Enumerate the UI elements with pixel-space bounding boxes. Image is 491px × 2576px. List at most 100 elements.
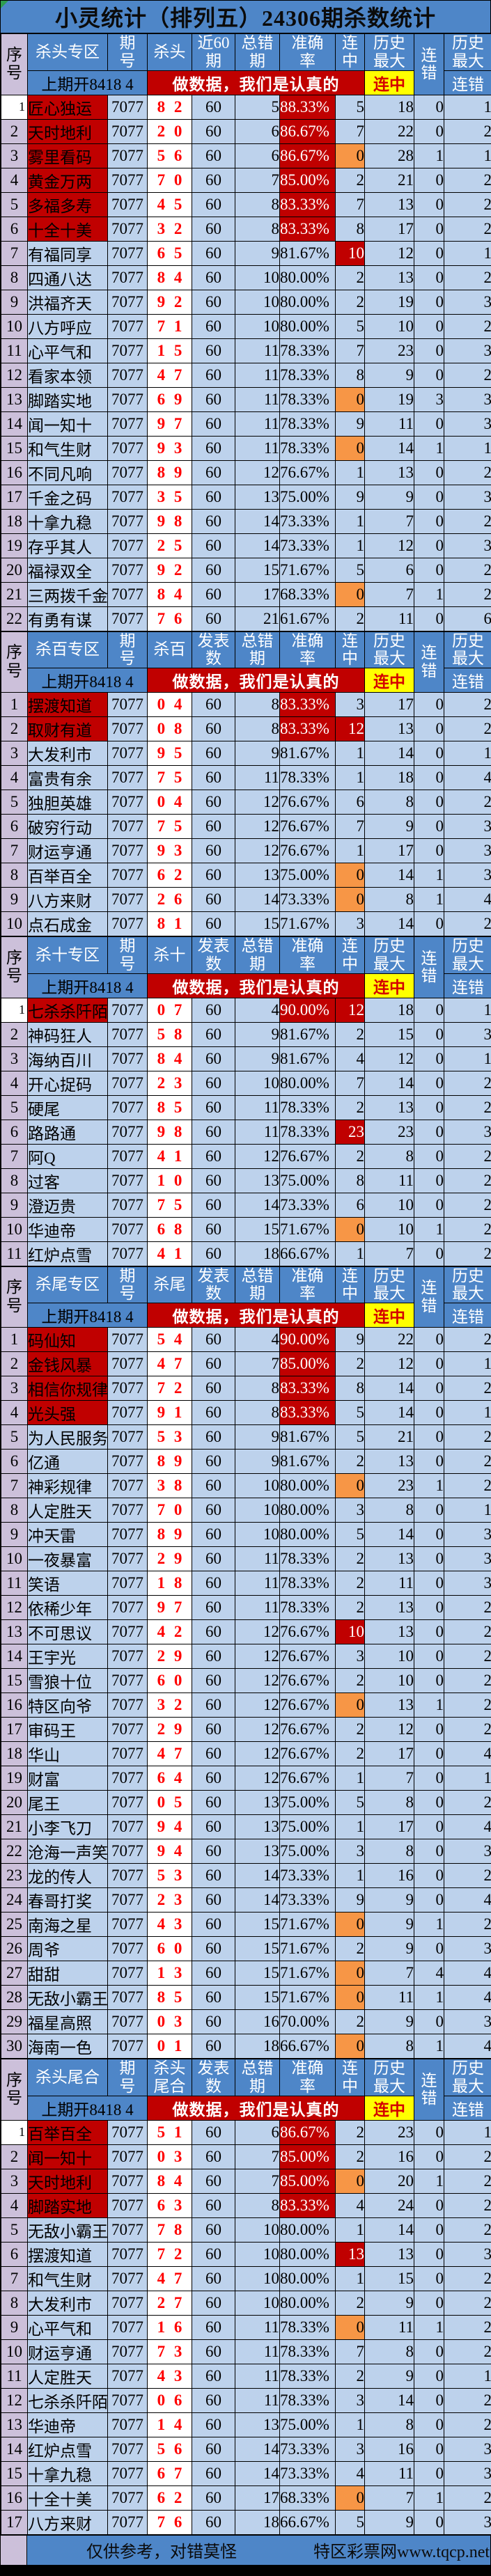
cell-accuracy[interactable]: 78.33% [279, 1595, 336, 1620]
cell-kill-numbers[interactable]: 2 6 [147, 887, 192, 912]
cell-hist-max-miss[interactable]: 2 [444, 2387, 491, 2413]
cell-total-wrong[interactable]: 10 [235, 265, 280, 290]
header-accuracy[interactable]: 准确率 [279, 936, 336, 974]
cell-total-wrong[interactable]: 11 [235, 411, 280, 437]
cell-name[interactable]: 不同凡响 [27, 460, 108, 485]
cell-issue[interactable]: 7077 [107, 2265, 148, 2291]
cell-accuracy[interactable]: 68.33% [279, 2485, 336, 2511]
cell-seq[interactable]: 28 [1, 1985, 28, 2010]
cell-seq[interactable]: 2 [1, 716, 28, 741]
cell-name[interactable]: 人定胜天 [27, 2363, 108, 2389]
cell-streak-hit[interactable]: 8 [335, 216, 365, 242]
cell-hist-max-hit[interactable]: 13 [364, 716, 414, 741]
cell-streak-hit[interactable]: 1 [335, 460, 365, 485]
cell-kill-numbers[interactable]: 8 4 [147, 265, 192, 290]
cell-streak-hit[interactable]: 7 [335, 338, 365, 363]
cell-issue[interactable]: 7077 [107, 533, 148, 558]
cell-kill-numbers[interactable]: 5 3 [147, 1863, 192, 1888]
cell-streak-hit[interactable]: 0 [335, 863, 365, 888]
cell-streak-hit[interactable]: 2 [335, 1449, 365, 1474]
cell-seq[interactable]: 12 [1, 1595, 28, 1620]
cell-hist-max-hit[interactable]: 19 [364, 289, 414, 315]
cell-streak-hit[interactable]: 0 [335, 1912, 365, 1937]
cell-issue[interactable]: 7077 [107, 2509, 148, 2535]
cell-name[interactable]: 光头强 [27, 1400, 108, 1425]
cell-total-wrong[interactable]: 18 [235, 2509, 280, 2535]
cell-hist-max-hit[interactable]: 13 [364, 1595, 414, 1620]
cell-name[interactable]: 匠心独运 [27, 94, 108, 120]
cell-kill-numbers[interactable]: 2 9 [147, 1644, 192, 1669]
cell-name[interactable]: 有福同享 [27, 240, 108, 266]
cell-name[interactable]: 沧海一声笑 [27, 1839, 108, 1864]
cell-streak-miss[interactable]: 0 [414, 265, 444, 290]
cell-streak-hit[interactable]: 0 [335, 1961, 365, 1986]
cell-kill-numbers[interactable]: 8 9 [147, 1449, 192, 1474]
cell-kill-numbers[interactable]: 6 2 [147, 2485, 192, 2511]
header-kill[interactable]: 杀百 [147, 631, 192, 668]
cell-hist-max-miss[interactable]: 3 [444, 2460, 491, 2486]
cell-hist-max-miss[interactable]: 2 [444, 716, 491, 741]
header-streak-hit[interactable]: 连中 [335, 2059, 365, 2096]
cell-total-wrong[interactable]: 15 [235, 1216, 280, 1242]
cell-streak-hit[interactable]: 3 [335, 911, 365, 936]
cell-streak-miss[interactable]: 0 [414, 606, 444, 631]
cell-streak-hit[interactable]: 0 [335, 386, 365, 412]
cell-streak-hit[interactable]: 5 [335, 1522, 365, 1547]
cell-issue[interactable]: 7077 [107, 1400, 148, 1425]
cell-publish-count[interactable]: 60 [192, 411, 235, 437]
cell-accuracy[interactable]: 86.67% [279, 2119, 336, 2145]
cell-hist-max-miss[interactable]: 2 [444, 1216, 491, 1242]
cell-issue[interactable]: 7077 [107, 2339, 148, 2364]
cell-total-wrong[interactable]: 10 [235, 289, 280, 315]
cell-seq[interactable]: 15 [1, 1668, 28, 1693]
header-seq[interactable]: 序号 [1, 2059, 28, 2121]
cell-kill-numbers[interactable]: 2 0 [147, 118, 192, 144]
cell-hist-max-miss[interactable]: 2 [444, 2168, 491, 2194]
cell-seq[interactable]: 3 [1, 143, 28, 168]
cell-hist-max-miss[interactable]: 2 [444, 1619, 491, 1644]
cell-streak-miss[interactable]: 0 [414, 167, 444, 193]
header-total-wrong[interactable]: 总错期 [235, 33, 280, 71]
cell-kill-numbers[interactable]: 9 2 [147, 557, 192, 583]
cell-publish-count[interactable]: 60 [192, 1619, 235, 1644]
cell-streak-hit[interactable]: 6 [335, 1192, 365, 1218]
cell-accuracy[interactable]: 78.33% [279, 2314, 336, 2340]
cell-hist-max-hit[interactable]: 22 [364, 118, 414, 144]
cell-name[interactable]: 相信你规律 [27, 1376, 108, 1401]
cell-hist-max-hit[interactable]: 8 [364, 1839, 414, 1864]
cell-streak-miss[interactable]: 0 [414, 2339, 444, 2364]
cell-name[interactable]: 八方来财 [27, 887, 108, 912]
cell-publish-count[interactable]: 60 [192, 289, 235, 315]
cell-kill-numbers[interactable]: 8 4 [147, 1046, 192, 1071]
cell-seq[interactable]: 19 [1, 1766, 28, 1791]
cell-accuracy[interactable]: 71.67% [279, 1216, 336, 1242]
cell-seq[interactable]: 5 [1, 2217, 28, 2243]
cell-hist-max-hit[interactable]: 7 [364, 1241, 414, 1266]
cell-name[interactable]: 红炉点雪 [27, 2436, 108, 2462]
cell-streak-miss[interactable]: 0 [414, 997, 444, 1023]
cell-issue[interactable]: 7077 [107, 2290, 148, 2316]
slogan-banner[interactable]: 做数据，我们是认真的 [147, 668, 365, 693]
header-streak-hit[interactable]: 连中 [335, 33, 365, 71]
cell-hist-max-hit[interactable]: 8 [364, 1790, 414, 1815]
cell-total-wrong[interactable]: 9 [235, 1449, 280, 1474]
cell-seq[interactable]: 11 [1, 338, 28, 363]
header-zone[interactable]: 杀头专区 [27, 33, 108, 71]
cell-streak-miss[interactable]: 0 [414, 216, 444, 242]
cell-streak-hit[interactable]: 2 [335, 265, 365, 290]
cell-name[interactable]: 七杀杀阡陌 [27, 2387, 108, 2413]
cell-hist-max-hit[interactable]: 11 [364, 2460, 414, 2486]
cell-name[interactable]: 四通八达 [27, 265, 108, 290]
cell-streak-miss[interactable]: 0 [414, 911, 444, 936]
cell-streak-hit[interactable]: 3 [335, 1498, 365, 1523]
cell-publish-count[interactable]: 60 [192, 2119, 235, 2145]
cell-streak-hit[interactable]: 0 [335, 581, 365, 607]
cell-name[interactable]: 开心捉码 [27, 1070, 108, 1096]
cell-streak-miss[interactable]: 0 [414, 2241, 444, 2267]
cell-issue[interactable]: 7077 [107, 2387, 148, 2413]
cell-seq[interactable]: 13 [1, 2412, 28, 2437]
cell-streak-hit[interactable]: 8 [335, 1168, 365, 1193]
cell-hist-max-hit[interactable]: 11 [364, 411, 414, 437]
cell-publish-count[interactable]: 60 [192, 191, 235, 217]
cell-hist-max-hit[interactable]: 14 [364, 863, 414, 888]
